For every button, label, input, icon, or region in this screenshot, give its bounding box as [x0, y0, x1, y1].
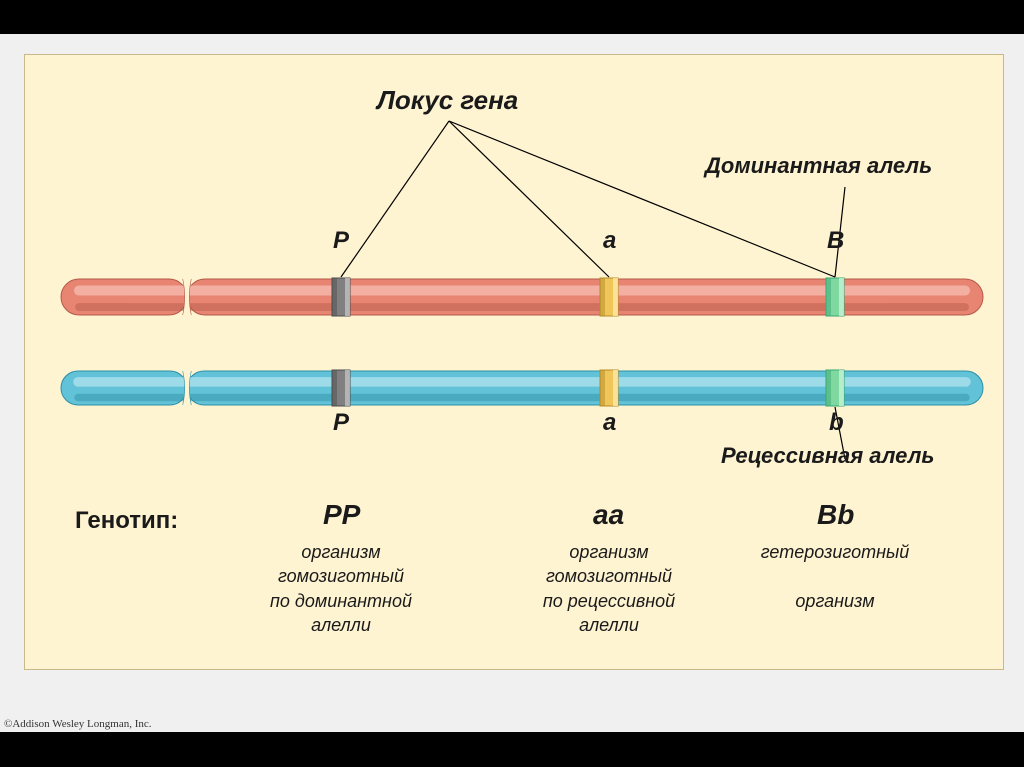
slide: Локус гена Доминантная алель Рецессивная… — [0, 34, 1024, 732]
locus-letter-top-3: B — [827, 227, 844, 255]
genotype-pair-2: aa — [593, 499, 624, 531]
locus-letter-top-2: a — [603, 227, 616, 255]
copyright-text: ©Addison Wesley Longman, Inc. — [4, 718, 152, 730]
locus-title-label: Локус гена — [377, 85, 518, 116]
dominant-allele-label: Доминантная алель — [705, 153, 932, 179]
locus-letter-bottom-3: b — [829, 409, 844, 437]
genotype-title: Генотип: — [75, 507, 178, 535]
genotype-desc-2: организмгомозиготныйпо рецессивнойалелли — [543, 540, 675, 637]
genotype-desc-1: организмгомозиготныйпо доминантнойалелли — [270, 540, 412, 637]
genotype-pair-3: Bb — [817, 499, 854, 531]
diagram-panel: Локус гена Доминантная алель Рецессивная… — [24, 54, 1004, 670]
locus-letter-top-1: P — [333, 227, 349, 255]
genotype-pair-1: PP — [323, 499, 360, 531]
locus-letter-bottom-2: a — [603, 409, 616, 437]
genotype-desc-3: гетерозиготный организм — [761, 540, 910, 613]
recessive-allele-label: Рецессивная алель — [721, 443, 934, 469]
locus-letter-bottom-1: P — [333, 409, 349, 437]
